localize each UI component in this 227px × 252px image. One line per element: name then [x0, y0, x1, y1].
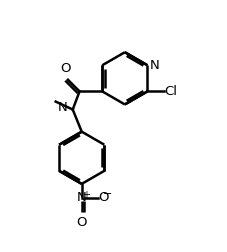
Text: O: O: [76, 216, 87, 229]
Text: Cl: Cl: [165, 85, 178, 98]
Text: +: +: [81, 190, 90, 200]
Text: O: O: [99, 191, 109, 204]
Text: N: N: [58, 101, 68, 114]
Text: −: −: [103, 189, 112, 199]
Text: O: O: [61, 62, 71, 75]
Text: N: N: [150, 59, 160, 72]
Text: N: N: [77, 191, 86, 204]
